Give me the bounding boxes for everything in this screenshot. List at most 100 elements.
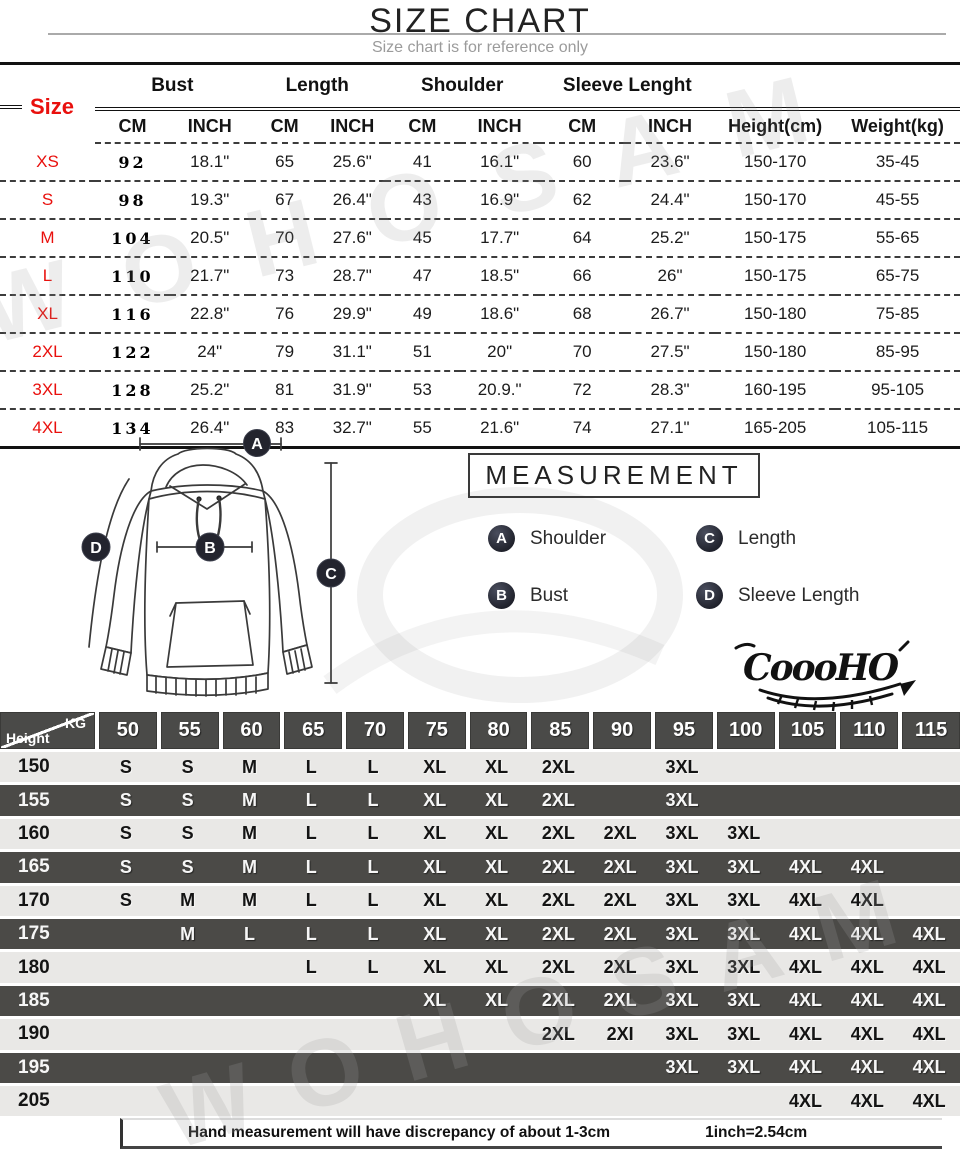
legend-label: Length bbox=[738, 527, 797, 549]
matrix-size-cell bbox=[280, 1053, 342, 1083]
size-cell-sleeve_in: 26.7" bbox=[624, 295, 716, 334]
size-cell-bust_cm: 92 bbox=[95, 143, 170, 182]
size-table-row-3XL: 3XL 128 25.2" 81 31.9" 53 20.9." 72 28.3" 160-195… bbox=[0, 371, 960, 410]
height-row-label: 180 bbox=[18, 956, 50, 978]
matrix-size-cell: L bbox=[367, 790, 379, 811]
matrix-size-cell: XL bbox=[423, 890, 447, 911]
matrix-row-205: 205 4XL 4XL 4XL bbox=[0, 1085, 960, 1117]
size-cell-shoulder_cm: 41 bbox=[384, 143, 460, 182]
group-header-shoulder: Shoulder bbox=[384, 63, 540, 111]
matrix-size-cell: XL bbox=[423, 856, 447, 877]
size-cell-sleeve_in: 28.3" bbox=[624, 371, 716, 410]
matrix-size-cell: 2XL bbox=[603, 890, 637, 911]
matrix-size-cell bbox=[589, 785, 651, 815]
legend-label: Sleeve Length bbox=[738, 584, 860, 606]
logo-arrow-icon bbox=[900, 680, 916, 696]
matrix-size-cell: 2XL bbox=[541, 990, 575, 1011]
size-cell-shoulder_in: 20" bbox=[459, 333, 540, 372]
size-cell-size: 4XL bbox=[32, 418, 63, 437]
size-cell-length_in: 25.6" bbox=[319, 143, 385, 182]
matrix-size-cell bbox=[466, 1053, 528, 1083]
size-table-group-header-row: Size Bust Length Shoulder Sleeve Lenght bbox=[0, 63, 960, 119]
matrix-body: 150 S S M L L XL XL 2XL 3XL 155 S S M L L XL XL 2XL 3XL 160 S… bbox=[0, 752, 960, 1117]
weight-column-header: Weight(kg) bbox=[835, 109, 960, 144]
height-row-label: 150 bbox=[18, 756, 50, 778]
size-cell-sleeve_in: 23.6" bbox=[624, 143, 716, 182]
kg-axis-label: KG bbox=[65, 715, 86, 731]
matrix-size-cell: 2XL bbox=[541, 923, 575, 944]
page-subtitle: Size chart is for reference only bbox=[371, 39, 589, 56]
matrix-size-cell: XL bbox=[485, 823, 509, 844]
matrix-size-cell: L bbox=[367, 756, 379, 777]
matrix-row-180: 180 L L XL XL 2XL 2XL 3XL 3XL 4XL 4XL 4XL bbox=[0, 952, 960, 983]
matrix-size-cell: 3XL bbox=[727, 990, 761, 1011]
size-column-label: Size bbox=[30, 94, 75, 119]
matrix-size-cell: 2XI bbox=[606, 1023, 634, 1044]
matrix-size-cell: 4XL bbox=[912, 1057, 946, 1078]
matrix-size-cell: 4XL bbox=[789, 856, 823, 877]
matrix-size-cell: 4XL bbox=[789, 990, 823, 1011]
matrix-size-cell: S bbox=[119, 823, 132, 844]
size-cell-height: 150-170 bbox=[715, 181, 836, 220]
matrix-size-cell bbox=[775, 752, 837, 782]
matrix-size-cell: M bbox=[241, 823, 257, 844]
size-cell-weight: 55-65 bbox=[835, 219, 960, 258]
matrix-size-cell: XL bbox=[423, 957, 447, 978]
matrix-size-cell: 4XL bbox=[850, 1090, 884, 1111]
legend-label: Bust bbox=[530, 584, 569, 606]
matrix-size-cell bbox=[589, 752, 651, 782]
matrix-size-cell: 4XL bbox=[789, 890, 823, 911]
size-table-row-2XL: 2XL 122 24" 79 31.1" 51 20" 70 27.5" 150-180 85-95 bbox=[0, 333, 960, 372]
measurement-legend: A Shoulder C Length B Bust D Sleeve Leng… bbox=[488, 525, 860, 609]
size-cell-length_cm: 73 bbox=[249, 257, 320, 296]
size-cell-sleeve_in: 27.5" bbox=[624, 333, 716, 372]
matrix-size-cell: 4XL bbox=[850, 856, 884, 877]
matrix-size-cell: 4XL bbox=[789, 923, 823, 944]
matrix-size-cell bbox=[713, 752, 775, 782]
badge-a: A bbox=[251, 436, 263, 453]
size-cell-sleeve_cm: 60 bbox=[539, 143, 625, 182]
matrix-size-cell: M bbox=[241, 790, 257, 811]
weight-column-header: 110 bbox=[840, 712, 899, 749]
size-cell-weight: 45-55 bbox=[835, 181, 960, 220]
weight-column-header: 55 bbox=[160, 712, 219, 749]
matrix-size-cell: 2XL bbox=[603, 923, 637, 944]
size-cell-size: M bbox=[0, 219, 96, 258]
size-cell-bust_cm: 104 bbox=[95, 219, 170, 258]
legend-item-length: C Length bbox=[696, 525, 860, 552]
size-cell-height: 150-170 bbox=[715, 143, 836, 182]
matrix-size-cell bbox=[95, 986, 157, 1016]
size-cell-size: 2XL bbox=[0, 333, 96, 372]
matrix-size-cell: 3XL bbox=[665, 1023, 699, 1044]
unit-header: INCH bbox=[624, 109, 716, 144]
matrix-size-cell: 4XL bbox=[850, 957, 884, 978]
badge-d: D bbox=[90, 540, 102, 557]
size-cell-sleeve_cm: 62 bbox=[539, 181, 625, 220]
unit-header: INCH bbox=[169, 109, 250, 144]
matrix-size-cell: 2XL bbox=[603, 856, 637, 877]
badge-b: B bbox=[488, 582, 515, 609]
legend-label: Shoulder bbox=[530, 527, 607, 549]
size-table-row-XS: XS 92 18.1" 65 25.6" 41 16.1" 60 23.6" 150-170 35-… bbox=[0, 143, 960, 182]
size-cell-sleeve_in: 24.4" bbox=[624, 181, 716, 220]
size-cell-weight: 65-75 bbox=[835, 257, 960, 296]
matrix-size-cell bbox=[280, 1019, 342, 1049]
size-cell-weight: 35-45 bbox=[835, 143, 960, 182]
matrix-size-cell: 3XL bbox=[665, 856, 699, 877]
matrix-size-cell: XL bbox=[423, 990, 447, 1011]
size-cell-length_cm: 67 bbox=[249, 181, 320, 220]
matrix-size-cell bbox=[775, 819, 837, 849]
height-row-label: 175 bbox=[18, 923, 50, 945]
matrix-size-cell: 4XL bbox=[850, 890, 884, 911]
height-row-label: 185 bbox=[18, 989, 50, 1011]
matrix-size-cell bbox=[219, 986, 281, 1016]
matrix-size-cell: 2XL bbox=[541, 890, 575, 911]
size-cell-sleeve_cm: 68 bbox=[539, 295, 625, 334]
weight-column-header: 95 bbox=[655, 712, 713, 749]
matrix-row-170: 170 S M M L L XL XL 2XL 2XL 3XL 3XL 4XL 4XL bbox=[0, 885, 960, 916]
unit-header: CM bbox=[539, 109, 625, 144]
matrix-size-cell: XL bbox=[485, 756, 509, 777]
matrix-size-cell: 4XL bbox=[850, 990, 884, 1011]
matrix-size-cell: XL bbox=[485, 990, 509, 1011]
matrix-size-cell: S bbox=[181, 823, 194, 844]
